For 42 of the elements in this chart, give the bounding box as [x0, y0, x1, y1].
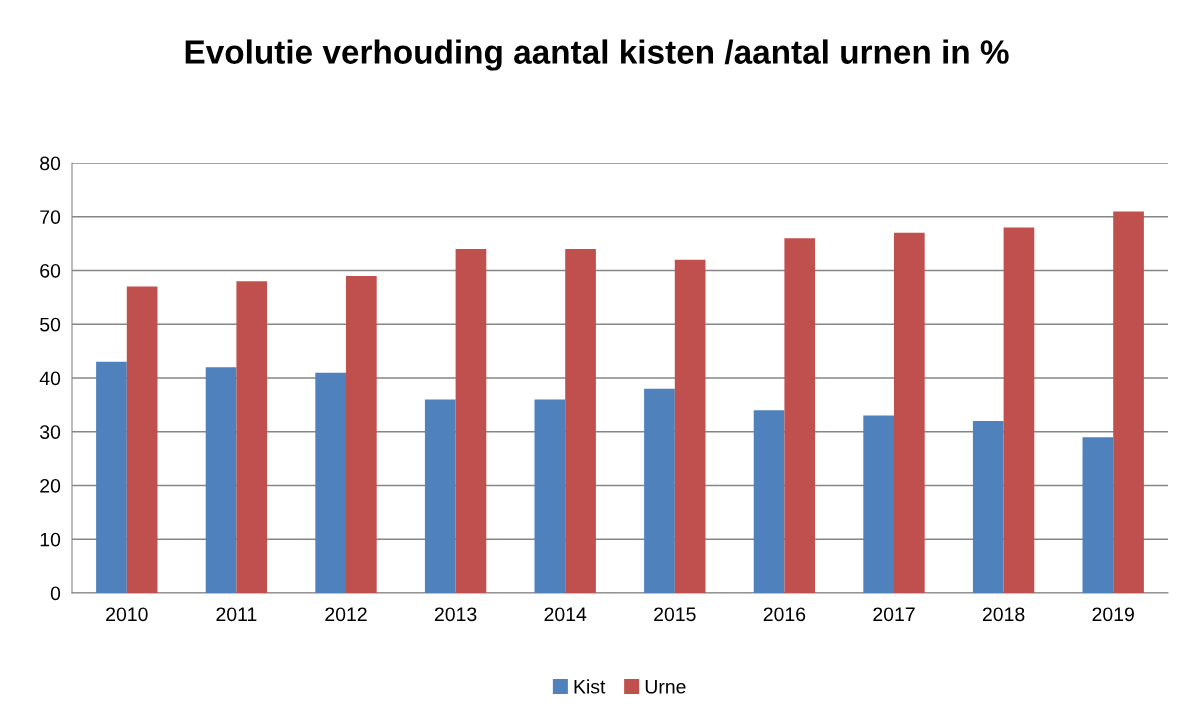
x-tick-label: 2010 — [106, 607, 148, 622]
bar — [784, 238, 816, 593]
y-tick-label: 20 — [40, 478, 61, 493]
chart-title: Evolutie verhouding aantal kisten /aantal urnen in % — [185, 39, 1009, 71]
x-tick-label: 2013 — [434, 607, 477, 622]
bar — [236, 281, 268, 593]
x-tick-label: 2014 — [544, 607, 587, 622]
bar — [674, 259, 706, 593]
y-tick-label: 50 — [40, 317, 61, 332]
bar — [126, 286, 158, 593]
x-tick-label: 2018 — [982, 607, 1025, 622]
bar — [424, 399, 456, 593]
bar — [315, 372, 346, 593]
x-tick-label: 2015 — [654, 607, 696, 622]
bar — [1113, 211, 1144, 593]
y-tick-label: 10 — [40, 532, 61, 547]
y-tick-label: 60 — [40, 263, 61, 278]
bar — [1082, 437, 1114, 593]
x-tick-label: 2017 — [873, 607, 915, 622]
y-tick-label: 80 — [40, 156, 61, 171]
y-tick-label: 70 — [40, 210, 61, 224]
y-tick-label: 0 — [50, 586, 61, 601]
bar — [1003, 227, 1035, 593]
bar — [863, 415, 894, 593]
legend-label: Kist — [574, 679, 606, 694]
y-tick-label: 40 — [39, 371, 61, 386]
bar — [972, 421, 1004, 593]
x-tick-label: 2011 — [216, 607, 257, 622]
x-tick-label: 2016 — [763, 607, 806, 622]
y-tick-label: 30 — [40, 425, 61, 439]
x-tick-label: 2019 — [1092, 607, 1134, 622]
bar — [346, 275, 377, 593]
bar — [205, 367, 237, 593]
bar — [753, 410, 785, 593]
bar — [455, 249, 487, 593]
bar — [534, 399, 566, 593]
bar — [894, 232, 925, 593]
x-tick-label: 2012 — [325, 607, 367, 622]
legend-label: Urne — [645, 680, 686, 694]
bar — [644, 388, 675, 593]
bar — [96, 361, 127, 593]
bar — [565, 249, 596, 593]
